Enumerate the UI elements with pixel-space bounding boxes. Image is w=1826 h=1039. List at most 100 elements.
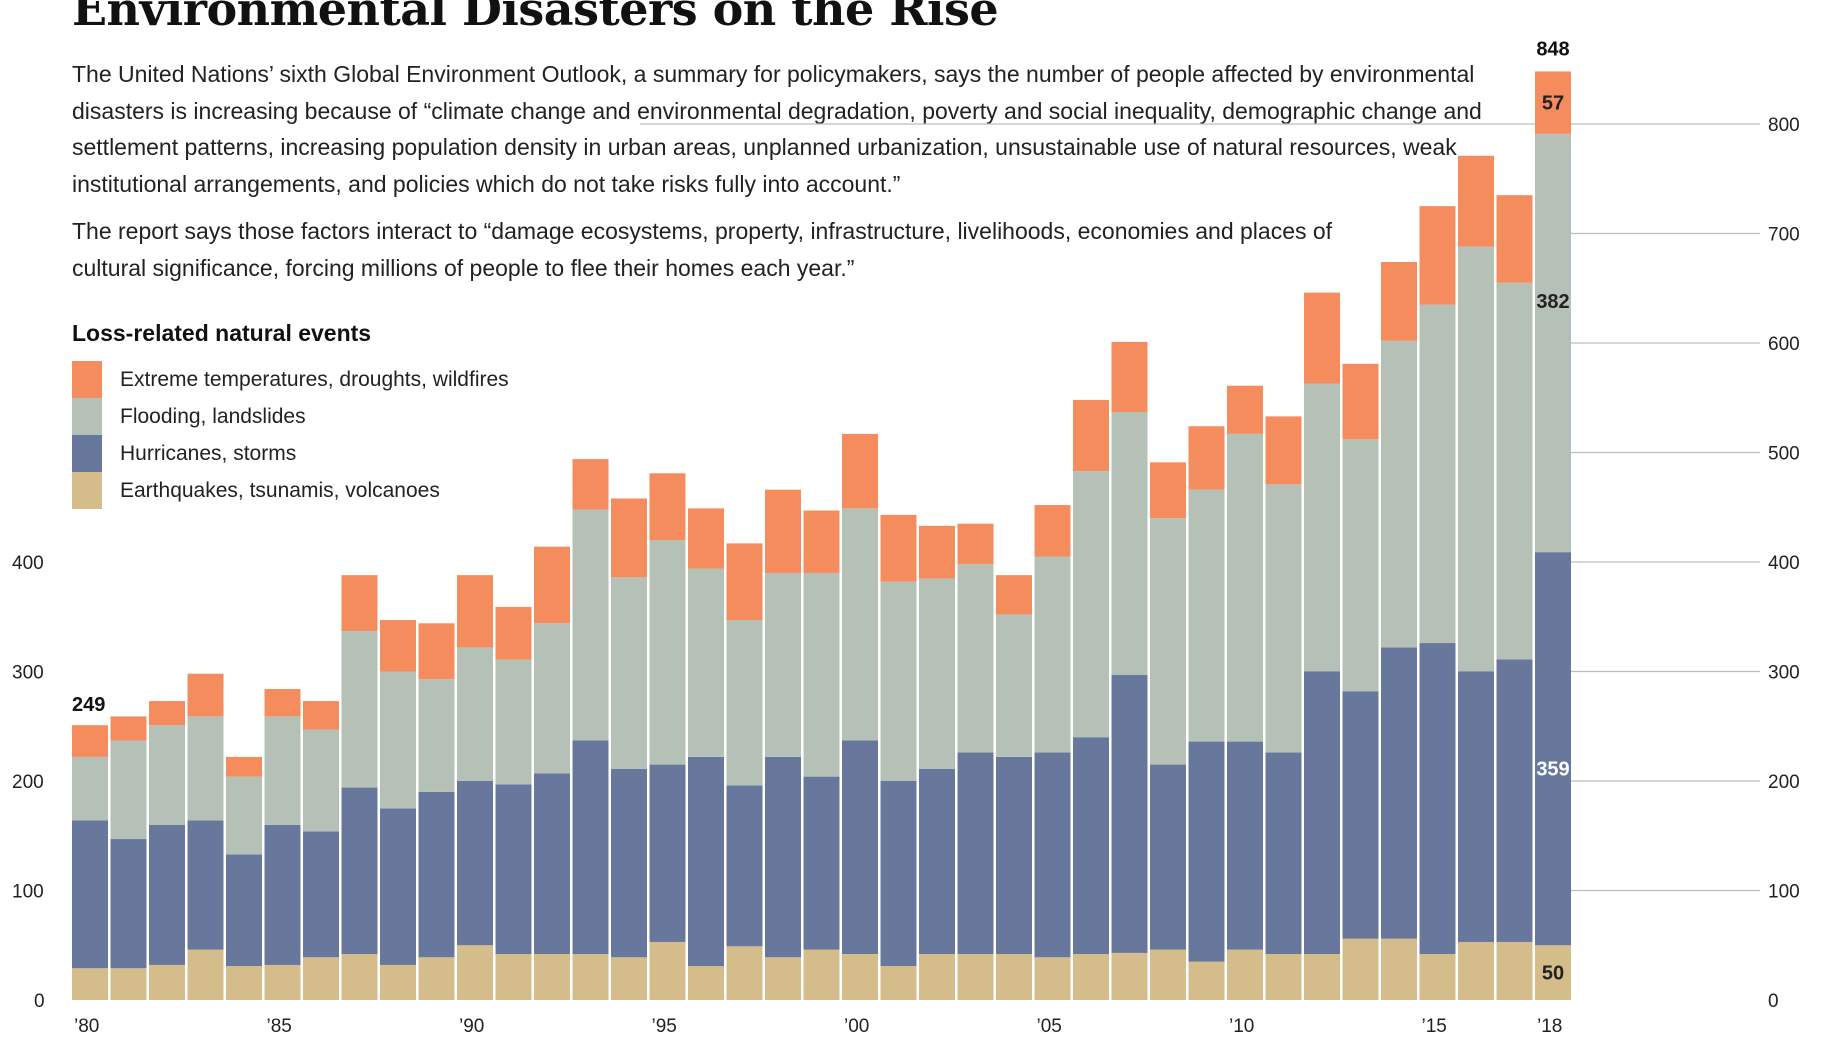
bar-segment-2010-s2: [1227, 433, 1263, 742]
bar-segment-2006-s1: [1073, 737, 1109, 955]
bar-stack-1994: [611, 498, 647, 1000]
bar-segment-2009-s2: [1188, 489, 1225, 742]
bar-segment-2008-s2: [1150, 518, 1186, 765]
x-axis: ’80 ’85 ’90 ’95 ’00 ’05 ’10 ’15 ’18: [74, 1016, 1562, 1037]
bar-segment-2001-s3: [880, 514, 917, 582]
legend-label-earthquakes: Earthquakes, tsunamis, volcanoes: [120, 478, 440, 502]
bar-segment-2013-s3: [1342, 363, 1379, 440]
bar-segment-2003-s3: [957, 523, 994, 565]
legend-swatch-extreme: [72, 361, 102, 398]
bar-stack-2009: [1188, 426, 1225, 1000]
bar-segment-1984-s2: [226, 776, 262, 855]
bar-stack-2015: [1419, 206, 1456, 1000]
bar-segment-1990-s3: [457, 575, 493, 648]
data-label-2018-earthquakes: 50: [1542, 963, 1564, 985]
bar-segment-2003-s1: [957, 752, 994, 955]
bar-segment-1984-s0: [226, 966, 262, 1000]
bar-segment-2005-s3: [1034, 505, 1071, 557]
bar-segment-1989-s2: [418, 679, 455, 792]
legend-swatch-earthquakes: [72, 472, 102, 509]
bar-segment-1987-s2: [341, 630, 378, 788]
bar-segment-2010-s0: [1227, 949, 1263, 1000]
bar-segment-1999-s0: [803, 949, 840, 1000]
x-tick-2000: ’00: [844, 1016, 869, 1037]
bar-segment-1998-s2: [765, 572, 801, 757]
bar-stack-1989: [418, 623, 455, 1000]
bar-segment-1981-s1: [110, 839, 147, 969]
bar-segment-1998-s0: [765, 957, 801, 1000]
bar-segment-1987-s1: [341, 787, 378, 955]
right-y-tick-700: 700: [1768, 225, 1800, 246]
bar-segment-2000-s3: [842, 433, 878, 509]
bar-segment-2007-s0: [1111, 952, 1148, 1000]
left-y-axis: 0 100 200 300 400: [12, 553, 45, 1012]
bar-segment-2018-s2: [1535, 133, 1571, 553]
x-tick-1995: ’95: [652, 1016, 677, 1037]
bar-segment-1985-s3: [264, 689, 301, 717]
bar-segment-2017-s3: [1496, 195, 1533, 283]
bar-stack-1981: [110, 716, 147, 1000]
bar-segment-1992-s1: [534, 773, 570, 955]
bar-segment-1989-s3: [418, 623, 455, 680]
bar-stack-2010: [1227, 385, 1263, 1000]
bar-segment-2018-s0: [1535, 945, 1571, 1000]
bar-segment-2000-s2: [842, 508, 878, 741]
bar-segment-2014-s0: [1381, 938, 1417, 1000]
bar-segment-2015-s2: [1419, 304, 1456, 644]
bar-segment-1999-s3: [803, 510, 840, 573]
bar-segment-2002-s3: [919, 525, 955, 579]
bar-segment-1986-s1: [303, 831, 339, 958]
bar-segment-1992-s0: [534, 954, 570, 1000]
legend-item-earthquakes: Earthquakes, tsunamis, volcanoes: [72, 472, 509, 509]
bar-stack-1992: [534, 546, 570, 1000]
bar-segment-2013-s2: [1342, 439, 1379, 692]
bar-segment-1993-s2: [572, 509, 609, 741]
bar-segment-2000-s1: [842, 740, 878, 955]
bar-segment-1995-s3: [649, 473, 686, 541]
bar-segment-1992-s3: [534, 546, 570, 624]
bar-segment-1986-s2: [303, 729, 339, 832]
bar-segment-1981-s0: [110, 968, 147, 1000]
bar-segment-1996-s1: [688, 756, 724, 967]
bar-segment-1991-s2: [495, 659, 532, 785]
bar-segment-2004-s3: [996, 575, 1032, 615]
bar-stack-2003: [957, 523, 994, 1000]
x-tick-2005: ’05: [1037, 1016, 1062, 1037]
bar-stack-2018: [1535, 71, 1571, 1000]
bar-stack-2013: [1342, 363, 1379, 1000]
page-title: Environmental Disasters on the Rise: [72, 0, 999, 36]
bar-stacks: [72, 71, 1571, 1000]
legend-item-extreme-temperatures: Extreme temperatures, droughts, wildfire…: [72, 361, 509, 398]
bar-stack-1997: [726, 543, 763, 1000]
bar-segment-2005-s0: [1034, 957, 1071, 1000]
bar-stack-1988: [380, 620, 416, 1000]
bar-segment-2001-s2: [880, 581, 917, 781]
right-y-tick-0: 0: [1768, 991, 1779, 1012]
bar-segment-1996-s3: [688, 508, 724, 569]
bar-segment-1999-s2: [803, 572, 840, 777]
bar-segment-2017-s0: [1496, 941, 1533, 1000]
bar-segment-2015-s3: [1419, 206, 1456, 305]
bar-segment-2015-s1: [1419, 643, 1456, 955]
legend-title: Loss-related natural events: [72, 320, 372, 346]
right-y-tick-500: 500: [1768, 444, 1800, 465]
bar-segment-1990-s0: [457, 945, 493, 1000]
data-label-2018-hurricanes: 359: [1536, 758, 1569, 780]
bar-segment-1986-s3: [303, 701, 339, 730]
bar-segment-1990-s2: [457, 647, 493, 781]
legend-label-extreme: Extreme temperatures, droughts, wildfire…: [120, 367, 509, 391]
bar-segment-1994-s0: [611, 957, 647, 1000]
data-label-2018-flooding: 382: [1536, 291, 1569, 313]
bar-segment-2017-s1: [1496, 659, 1533, 942]
bar-segment-2016-s2: [1458, 246, 1494, 672]
bar-segment-1983-s0: [187, 949, 224, 1000]
bar-stack-2007: [1111, 341, 1148, 1000]
right-y-tick-800: 800: [1768, 115, 1800, 136]
bar-segment-2006-s0: [1073, 954, 1109, 1000]
bar-segment-1980-s0: [72, 968, 108, 1000]
bar-segment-1980-s1: [72, 820, 108, 969]
bar-segment-2012-s0: [1304, 954, 1340, 1000]
bar-segment-2012-s2: [1304, 383, 1340, 672]
bar-segment-2004-s0: [996, 954, 1032, 1000]
legend-swatch-hurricanes: [72, 435, 102, 472]
